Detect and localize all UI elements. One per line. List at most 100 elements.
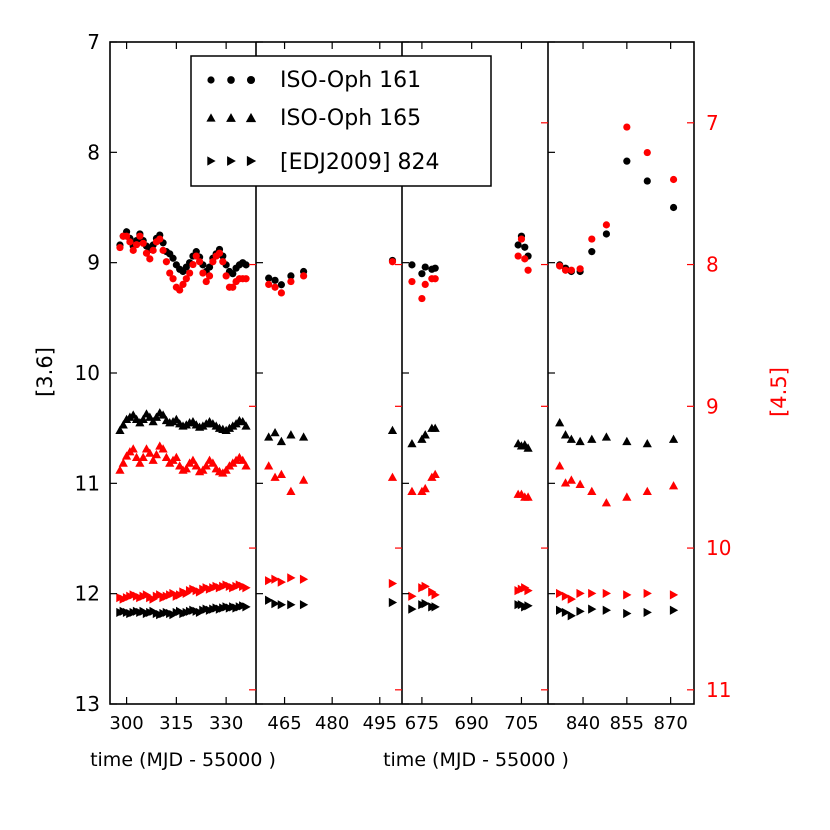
iso-oph-161-45-point <box>166 269 174 277</box>
iso-oph-161-45-point <box>431 275 439 283</box>
edj2009-824-45-point <box>271 574 280 584</box>
y-tick-label-left: 10 <box>75 361 100 385</box>
iso-oph-161-36-point <box>521 243 529 251</box>
iso-oph-161-45-point <box>169 275 177 283</box>
iso-oph-161-45-point <box>408 277 416 286</box>
iso-oph-165-45-point <box>566 475 576 484</box>
iso-oph-161-45-point <box>142 249 151 257</box>
iso-oph-165-36-point <box>158 410 168 419</box>
iso-oph-165-45-point <box>622 492 632 501</box>
left-axis-label: [3.6] <box>33 347 57 397</box>
iso-oph-165-36-point <box>270 427 280 437</box>
iso-oph-161-45-point <box>162 258 171 266</box>
iso-oph-161-45-point <box>567 266 575 274</box>
iso-oph-161-36-point <box>418 270 426 278</box>
iso-oph-161-45-point <box>300 272 308 280</box>
edj2009-824-45-point <box>556 588 565 599</box>
iso-oph-165-45-point <box>121 451 132 460</box>
iso-oph-165-36-point <box>668 434 679 443</box>
iso-oph-165-45-point <box>575 479 585 488</box>
iso-oph-161-45-point <box>242 275 250 283</box>
iso-oph-165-36-point <box>138 414 148 424</box>
y-tick-label-left: 7 <box>87 30 100 54</box>
iso-oph-161-45-point <box>556 262 564 270</box>
iso-oph-165-36-point <box>642 439 652 448</box>
iso-oph-165-36-point <box>387 425 398 435</box>
iso-oph-165-36-point <box>171 414 181 424</box>
iso-oph-161-45-point <box>126 238 134 246</box>
edj2009-824-45-point <box>588 588 597 599</box>
edj2009-824-36-point <box>588 604 597 614</box>
x-tick-label: 840 <box>566 713 600 734</box>
legend-iso-oph-161-marker <box>207 76 215 84</box>
iso-oph-165-45-point <box>115 465 125 474</box>
edj2009-824-45-point <box>561 591 571 601</box>
x-tick-label: 495 <box>363 713 397 734</box>
iso-oph-161-45-point <box>122 232 131 240</box>
edj2009-824-45-point <box>567 594 576 604</box>
iso-oph-161-45-point <box>561 266 570 274</box>
x-axis-label-right: time (MJD - 55000 ) <box>383 749 569 771</box>
right-axis-label: [4.5] <box>767 367 791 417</box>
iso-oph-161-45-point <box>132 241 141 249</box>
iso-oph-165-45-point <box>241 461 251 470</box>
iso-oph-161-45-point <box>623 123 631 131</box>
iso-oph-165-45-point <box>276 469 286 479</box>
x-tick-label: 675 <box>405 713 439 734</box>
iso-oph-161-45-point <box>521 255 529 263</box>
iso-oph-165-36-point <box>128 410 138 419</box>
legend-iso-oph-161-marker <box>227 76 235 84</box>
edj2009-824-36-point <box>265 595 274 605</box>
iso-oph-161-45-point <box>182 275 190 283</box>
iso-oph-165-45-point <box>387 472 398 481</box>
iso-oph-165-45-point <box>523 492 533 501</box>
edj2009-824-45-point <box>576 588 585 599</box>
iso-oph-165-36-point <box>145 412 155 421</box>
iso-oph-165-45-point <box>118 458 128 467</box>
edj2009-824-45-point <box>643 588 652 599</box>
edj2009-824-36-point <box>408 604 417 614</box>
iso-oph-161-45-point <box>209 258 217 266</box>
iso-oph-161-36-point <box>514 241 522 249</box>
iso-oph-165-36-point <box>238 416 248 426</box>
edj2009-824-45-point <box>408 591 417 601</box>
iso-oph-161-45-point <box>271 283 279 291</box>
iso-oph-165-45-point <box>238 455 248 464</box>
iso-oph-161-36-point <box>169 254 177 262</box>
iso-oph-161-45-point <box>265 280 273 289</box>
iso-oph-165-36-point <box>601 432 611 441</box>
iso-oph-161-45-point <box>156 235 164 243</box>
iso-oph-161-36-point <box>242 261 250 269</box>
edj2009-824-45-point <box>287 573 296 583</box>
iso-oph-165-36-point <box>276 436 286 446</box>
iso-oph-161-45-point <box>192 252 200 260</box>
iso-oph-161-36-point <box>287 272 295 280</box>
y-tick-label-left: 9 <box>87 251 100 275</box>
iso-oph-165-45-point <box>158 444 168 453</box>
edj2009-824-45-point <box>669 590 679 600</box>
edj2009-824-45-point <box>299 574 309 584</box>
x-tick-label: 480 <box>315 713 349 734</box>
iso-oph-165-45-point <box>138 452 148 462</box>
iso-oph-165-45-point <box>181 464 191 473</box>
x-tick-label: 705 <box>504 713 538 734</box>
iso-oph-161-45-point <box>195 258 204 266</box>
iso-oph-161-45-point <box>643 148 651 157</box>
iso-oph-165-45-point <box>145 448 155 457</box>
iso-oph-165-45-point <box>151 449 162 459</box>
y-tick-label-left: 12 <box>75 582 100 606</box>
edj2009-824-45-point <box>602 588 611 599</box>
legend-markers <box>206 75 257 167</box>
iso-oph-165-36-point <box>407 439 417 448</box>
iso-oph-161-45-point <box>514 252 522 260</box>
x-tick-label: 870 <box>653 713 687 734</box>
iso-oph-165-36-point <box>560 430 571 439</box>
axis-ticks: 300 315 330 465 480 495 675 690 705 840 855 870 7 8 9 1… <box>75 30 732 734</box>
iso-oph-161-45-point <box>222 272 230 280</box>
y-tick-label-left: 8 <box>87 140 100 164</box>
iso-oph-161-45-point <box>199 269 207 277</box>
iso-oph-165-45-point <box>286 486 296 496</box>
iso-oph-165-45-point <box>208 458 218 467</box>
x-tick-label: 315 <box>159 713 193 734</box>
iso-oph-161-45-point <box>179 280 187 289</box>
